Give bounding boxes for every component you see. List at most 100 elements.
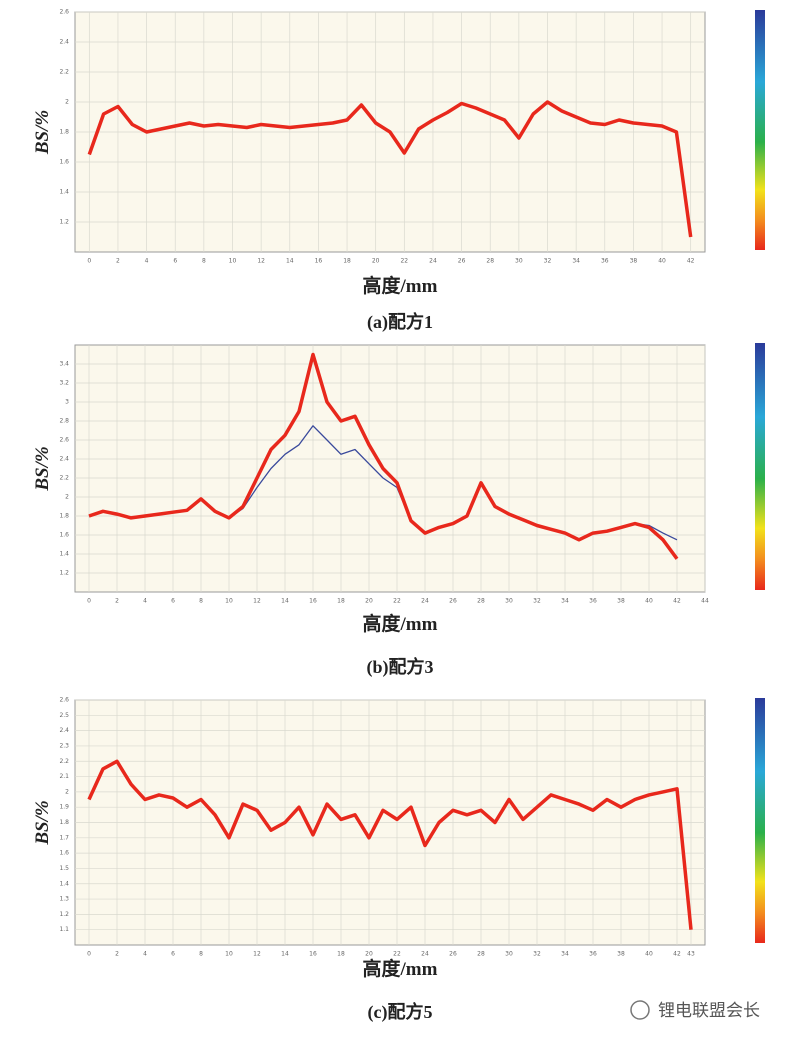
x-axis-title: 高度/mm <box>363 612 438 635</box>
x-tick-label: 14 <box>281 598 289 605</box>
y-axis-title: BS/% <box>32 800 53 845</box>
x-tick-label: 40 <box>658 258 666 265</box>
x-tick-label: 24 <box>421 598 429 605</box>
x-tick-label: 40 <box>645 951 653 958</box>
x-tick-label: 36 <box>589 951 597 958</box>
y-tick-label: 2.2 <box>59 758 69 765</box>
color-bar <box>755 698 765 943</box>
y-tick-label: 1.2 <box>59 570 69 577</box>
x-tick-label: 0 <box>87 258 91 265</box>
x-tick-label: 18 <box>343 258 351 265</box>
x-tick-label: 22 <box>393 951 401 958</box>
x-tick-label: 14 <box>286 258 294 265</box>
x-tick-label: 12 <box>257 258 265 265</box>
x-tick-label: 43 <box>687 951 695 958</box>
x-tick-label: 20 <box>365 598 373 605</box>
y-tick-label: 1.4 <box>59 189 69 196</box>
x-tick-label: 20 <box>365 951 373 958</box>
x-tick-label: 14 <box>281 951 289 958</box>
y-tick-label: 2.8 <box>59 418 69 425</box>
x-tick-label: 8 <box>199 951 203 958</box>
y-tick-label: 1.6 <box>59 850 69 857</box>
caption: (a)配方1 <box>367 311 433 333</box>
y-tick-label: 1.2 <box>59 219 69 226</box>
x-tick-label: 28 <box>486 258 494 265</box>
caption: (b)配方3 <box>367 656 434 678</box>
y-tick-label: 1.8 <box>59 513 69 520</box>
x-tick-label: 38 <box>617 598 625 605</box>
x-tick-label: 30 <box>515 258 523 265</box>
y-tick-label: 2.6 <box>59 697 69 704</box>
x-tick-label: 0 <box>87 951 91 958</box>
x-tick-label: 8 <box>202 258 206 265</box>
data-line <box>87 100 693 238</box>
y-tick-label: 2.6 <box>59 437 69 444</box>
y-tick-label: 2.2 <box>59 69 69 76</box>
plot-area <box>74 344 706 593</box>
color-bar <box>755 343 765 590</box>
x-tick-label: 30 <box>505 951 513 958</box>
watermark-icon <box>630 1000 650 1020</box>
x-tick-label: 6 <box>171 951 175 958</box>
y-axis-title: BS/% <box>32 446 53 491</box>
x-tick-label: 4 <box>143 951 147 958</box>
x-tick-label: 6 <box>171 598 175 605</box>
x-tick-label: 42 <box>687 258 695 265</box>
data-line <box>88 352 679 560</box>
x-tick-label: 32 <box>544 258 552 265</box>
x-tick-label: 2 <box>115 598 119 605</box>
y-tick-label: 1.2 <box>59 911 69 918</box>
watermark: 锂电联盟会长 <box>630 1000 760 1021</box>
y-tick-label: 1.3 <box>59 896 69 903</box>
y-tick-label: 1.9 <box>59 804 69 811</box>
x-tick-label: 28 <box>477 951 485 958</box>
y-tick-label: 2.3 <box>59 742 69 749</box>
x-tick-label: 20 <box>372 258 380 265</box>
y-tick-label: 2.2 <box>59 475 69 482</box>
data-line <box>87 759 693 930</box>
x-tick-label: 4 <box>143 598 147 605</box>
y-axis-title: BS/% <box>32 110 53 155</box>
y-tick-label: 1.4 <box>59 880 69 887</box>
x-axis-title: 高度/mm <box>363 957 438 980</box>
y-tick-label: 1.5 <box>59 865 69 872</box>
x-tick-label: 12 <box>253 951 261 958</box>
x-tick-label: 2 <box>116 258 120 265</box>
y-tick-label: 2.6 <box>59 9 69 16</box>
x-tick-label: 36 <box>601 258 609 265</box>
x-tick-label: 42 <box>673 951 681 958</box>
y-tick-label: 1.6 <box>59 159 69 166</box>
x-tick-label: 6 <box>173 258 177 265</box>
x-tick-label: 22 <box>393 598 401 605</box>
x-tick-label: 36 <box>589 598 597 605</box>
y-tick-label: 2.4 <box>59 727 69 734</box>
x-tick-label: 18 <box>337 598 345 605</box>
x-tick-label: 10 <box>225 598 233 605</box>
x-tick-label: 22 <box>400 258 408 265</box>
x-tick-label: 38 <box>617 951 625 958</box>
y-tick-label: 2 <box>65 494 69 501</box>
x-tick-label: 38 <box>630 258 638 265</box>
x-tick-label: 24 <box>429 258 437 265</box>
color-bar <box>755 10 765 250</box>
x-tick-label: 28 <box>477 598 485 605</box>
x-tick-label: 26 <box>449 598 457 605</box>
x-tick-label: 4 <box>145 258 149 265</box>
x-tick-label: 18 <box>337 951 345 958</box>
y-tick-label: 1.1 <box>59 926 69 933</box>
x-tick-label: 16 <box>309 598 317 605</box>
y-tick-label: 3.4 <box>59 361 69 368</box>
y-tick-label: 1.6 <box>59 532 69 539</box>
x-tick-label: 16 <box>309 951 317 958</box>
y-tick-label: 2.4 <box>59 456 69 463</box>
x-tick-label: 16 <box>315 258 323 265</box>
y-tick-label: 2 <box>65 788 69 795</box>
y-tick-label: 1.8 <box>59 129 69 136</box>
x-tick-label: 40 <box>645 598 653 605</box>
x-tick-label: 10 <box>225 951 233 958</box>
watermark-text: 锂电联盟会长 <box>658 1001 760 1021</box>
y-tick-label: 2.5 <box>59 712 69 719</box>
x-tick-label: 34 <box>561 598 569 605</box>
y-tick-label: 2.1 <box>59 773 69 780</box>
x-tick-label: 42 <box>673 598 681 605</box>
